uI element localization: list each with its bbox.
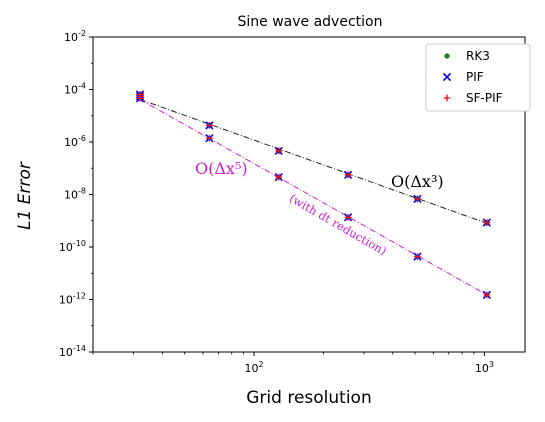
- data-point-sf-pif: [275, 173, 283, 181]
- y-tick-label: 10-10: [59, 239, 86, 254]
- legend-item-rk3: RK3: [444, 49, 490, 63]
- legend-marker-pif: [442, 72, 452, 82]
- x-axis-label: Grid resolution: [246, 388, 371, 408]
- data-point-sf-pif: [414, 253, 421, 261]
- data-point-sf-pif: [136, 94, 144, 102]
- x-tick-label: 102: [244, 360, 263, 375]
- data-point-sf-pif: [205, 134, 213, 142]
- x-tick-label: 103: [475, 360, 494, 375]
- legend-label-sf-pif: SF-PIF: [466, 91, 503, 105]
- legend-box: [425, 43, 531, 112]
- data-point-sf-pif: [205, 121, 213, 129]
- y-tick-label: 10-8: [64, 187, 86, 202]
- legend-items: RK3 PIF SF-PIF: [442, 49, 503, 105]
- axis-ticks: 10-14 10-12 10-10 10-8 10-6 10-4 10-2 102 103: [59, 29, 494, 375]
- y-tick-label: 10-2: [64, 29, 86, 44]
- data-point-sf-pif: [344, 171, 352, 179]
- legend-item-sf-pif: SF-PIF: [443, 91, 503, 105]
- x-marker-stroke: [442, 72, 452, 82]
- series-sf-pif: [136, 91, 491, 299]
- y-tick-label: 10-6: [64, 134, 86, 149]
- legend-label-pif: PIF: [466, 70, 484, 84]
- legend: RK3 PIF SF-PIF: [425, 43, 531, 112]
- legend-label-rk3: RK3: [466, 49, 490, 63]
- data-point-sf-pif: [275, 147, 283, 155]
- reference-line-order5: [139, 98, 488, 296]
- legend-item-pif: PIF: [442, 70, 484, 84]
- data-point-sf-pif: [483, 219, 491, 227]
- chart-title: Sine wave advection: [238, 14, 383, 30]
- data-point-sf-pif: [483, 291, 491, 299]
- legend-marker-rk3: [444, 53, 450, 59]
- y-tick-label: 10-12: [59, 292, 86, 307]
- order5-annotation: O(Δx⁵): [195, 159, 248, 178]
- data-marks: [135, 90, 492, 300]
- data-point-sf-pif: [414, 195, 421, 203]
- reference-lines: [139, 98, 488, 296]
- legend-marker-sf-pif: [443, 94, 451, 102]
- y-tick-label: 10-14: [59, 344, 86, 359]
- y-tick-label: 10-4: [64, 82, 86, 97]
- reference-line-order3: [139, 98, 487, 224]
- order3-annotation: O(Δx³): [391, 172, 444, 191]
- data-point-sf-pif: [344, 213, 352, 221]
- y-axis-label: L1 Error: [15, 161, 35, 230]
